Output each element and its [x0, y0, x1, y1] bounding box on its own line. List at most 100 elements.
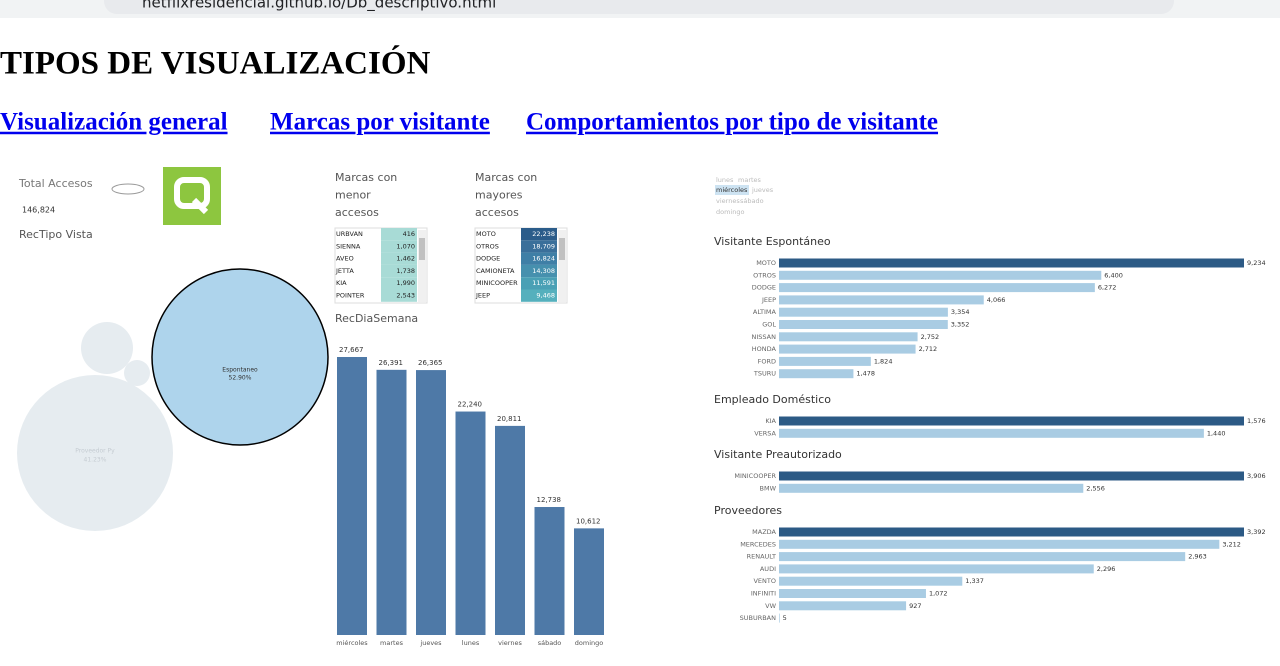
table-brand: JEEP: [475, 292, 490, 300]
table-cell: [521, 252, 557, 265]
x-tick-label: domingo: [575, 639, 603, 647]
bar: [779, 601, 907, 611]
nav-link[interactable]: Visualización general: [0, 109, 228, 136]
y-tick-label: JEEP: [761, 296, 776, 304]
table-value: 18,709: [532, 242, 555, 250]
value-label: 9,234: [1247, 259, 1266, 267]
y-tick-label: RENAULT: [747, 553, 776, 561]
nav-link[interactable]: Marcas por visitante: [270, 109, 490, 136]
table-brand: URBVAN: [336, 230, 363, 238]
table-brand: JETTA: [335, 267, 354, 275]
bar: [534, 507, 565, 635]
logo-q-tail: [191, 197, 209, 215]
bar: [779, 356, 871, 366]
table-cell: [521, 240, 557, 253]
scrollbar[interactable]: [418, 230, 426, 302]
bar: [376, 369, 407, 635]
table-value: 1,462: [396, 255, 415, 263]
table-title: accesos: [475, 206, 519, 219]
bar: [337, 357, 367, 635]
bar: [779, 539, 1220, 549]
table-value: 1,070: [396, 242, 415, 250]
table-cell: [381, 252, 417, 265]
table-cell: [381, 264, 417, 278]
y-tick-label: DODGE: [752, 284, 776, 292]
filter-option[interactable]: miércoles: [716, 186, 748, 194]
table-value: 16,824: [532, 255, 555, 263]
value-label: 22,240: [458, 401, 483, 409]
value-label: 6,272: [1098, 284, 1117, 292]
y-tick-label: BMW: [760, 484, 777, 492]
bar: [779, 283, 1095, 293]
y-tick-label: MINICOOPER: [734, 472, 776, 480]
scroll-thumb[interactable]: [559, 238, 565, 260]
x-tick-label: miércoles: [336, 639, 368, 647]
value-label: 26,365: [418, 359, 443, 367]
bubble-label: 52.90%: [229, 375, 252, 382]
table-brand: AVEO: [336, 255, 354, 263]
filter-option[interactable]: sábado: [740, 197, 764, 205]
value-label: 2,296: [1097, 565, 1116, 573]
chart-title: Proveedores: [714, 504, 782, 517]
address-bar[interactable]: [104, 0, 1174, 14]
table-brand: KIA: [336, 279, 347, 287]
bar: [779, 320, 948, 329]
kpi-value: 146,824: [22, 206, 55, 215]
filter-highlight: [715, 185, 749, 195]
bar: [779, 589, 926, 598]
table-cell: [521, 228, 557, 241]
bar: [779, 416, 1244, 426]
filter-option[interactable]: martes: [738, 176, 762, 184]
x-tick-label: jueves: [419, 639, 442, 647]
value-label: 5: [783, 614, 787, 622]
value-label: 3,212: [1222, 540, 1241, 548]
y-tick-label: INFINITI: [751, 590, 776, 598]
filter-option[interactable]: viernes: [716, 197, 740, 205]
bar: [779, 564, 1094, 574]
table-title: accesos: [335, 206, 379, 219]
table-value: 22,238: [532, 230, 555, 238]
bar: [495, 425, 525, 635]
bubble-label: 41.23%: [84, 457, 107, 464]
table-value: 14,308: [532, 267, 555, 275]
bar: [779, 576, 963, 586]
table-brand: OTROS: [476, 242, 499, 250]
table-title: Marcas con: [335, 171, 397, 184]
scrollbar[interactable]: [558, 230, 566, 302]
bar: [779, 270, 1102, 280]
y-tick-label: MAZDA: [752, 528, 776, 536]
bar: [779, 483, 1084, 493]
value-label: 3,906: [1247, 472, 1266, 480]
table-cell: [521, 289, 557, 302]
logo-q-letter: [174, 177, 210, 209]
value-label: 4,066: [987, 296, 1006, 304]
filter-option[interactable]: lunes: [716, 176, 734, 184]
table-brand: CAMIONETA: [476, 267, 515, 275]
scroll-thumb[interactable]: [419, 238, 425, 260]
nav-link[interactable]: Comportamientos por tipo de visitante: [526, 109, 938, 136]
bar: [779, 471, 1244, 481]
bubble: [81, 322, 133, 374]
value-label: 1,440: [1207, 429, 1226, 437]
page-title: TIPOS DE VISUALIZACIÓN: [0, 44, 431, 82]
bar: [779, 332, 918, 342]
bar: [779, 613, 780, 623]
table-value: 416: [403, 230, 415, 238]
bubble: [151, 268, 329, 446]
y-tick-label: FORD: [758, 357, 776, 365]
chart-title: Visitante Preautorizado: [714, 448, 842, 461]
table-value: 11,591: [532, 279, 555, 287]
y-tick-label: OTROS: [753, 271, 776, 279]
value-label: 1,072: [929, 590, 948, 598]
bar: [779, 344, 916, 354]
chart-title: Empleado Doméstico: [714, 393, 831, 406]
filter-option[interactable]: domingo: [716, 208, 744, 216]
table-value: 9,468: [536, 292, 555, 300]
value-label: 2,712: [919, 345, 938, 353]
filter-option[interactable]: jueves: [751, 186, 774, 194]
bar: [779, 428, 1204, 438]
bar: [574, 528, 604, 635]
table-title: mayores: [475, 189, 523, 202]
y-tick-label: GOL: [762, 321, 776, 329]
y-tick-label: NISSAN: [752, 333, 777, 341]
